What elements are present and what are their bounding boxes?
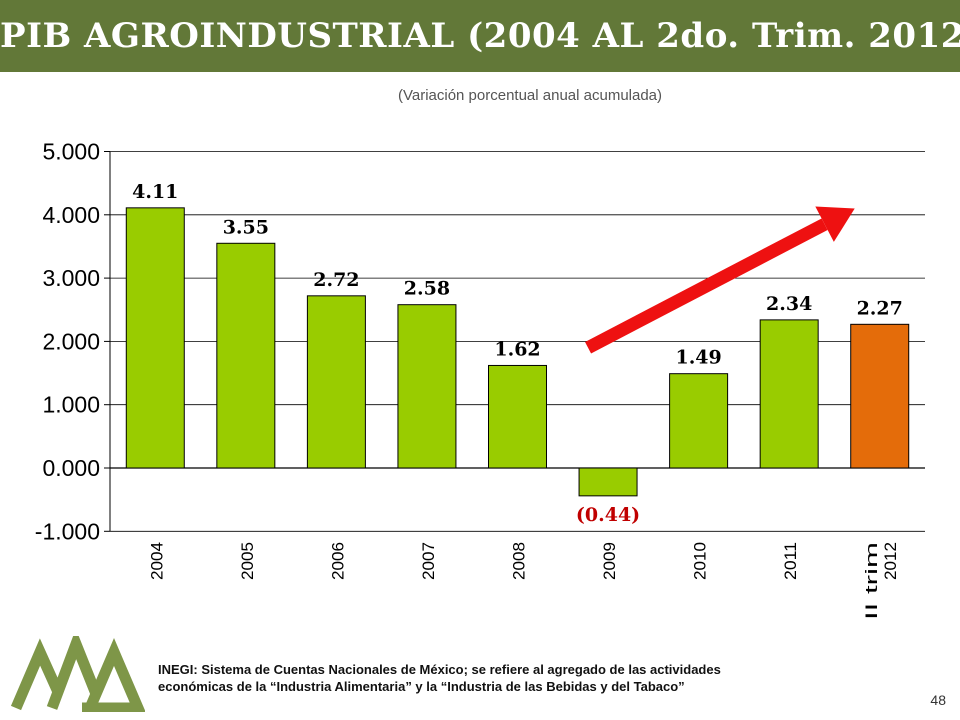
data-label: 2.58 xyxy=(404,278,450,300)
y-tick-label: 0.000 xyxy=(42,455,100,481)
svg-text:2007: 2007 xyxy=(419,542,438,580)
data-label: 4.11 xyxy=(132,181,178,203)
svg-text:2005: 2005 xyxy=(238,542,257,580)
y-tick-label: 4.000 xyxy=(42,202,100,228)
svg-text:2004: 2004 xyxy=(147,542,166,580)
trend-arrow-head-icon xyxy=(815,206,855,242)
x-tick-label: 2008 xyxy=(510,542,529,580)
y-tick-label: 5.000 xyxy=(42,139,100,165)
data-label: 2.27 xyxy=(857,297,903,319)
data-label: (0.44) xyxy=(576,504,640,526)
bar-ii-trim-2012 xyxy=(850,323,910,469)
data-label: 2.34 xyxy=(766,293,812,315)
source-line-1: INEGI: Sistema de Cuentas Nacionales de … xyxy=(158,662,721,677)
source-note: INEGI: Sistema de Cuentas Nacionales de … xyxy=(158,661,878,695)
svg-text:2010: 2010 xyxy=(691,542,710,580)
bar-2007 xyxy=(397,304,457,469)
bar-2008 xyxy=(488,364,547,469)
x-tick-label: 2006 xyxy=(328,542,347,580)
x-tick-label: 2010 xyxy=(691,542,710,580)
x-tick-label: 2011 xyxy=(781,542,800,580)
bar-2010 xyxy=(669,373,729,469)
y-tick-label: 2.000 xyxy=(42,328,100,354)
logo-icon xyxy=(10,636,145,712)
bar-2004 xyxy=(125,207,185,469)
x-tick-label: 2009 xyxy=(600,542,619,580)
bar-2006 xyxy=(306,295,366,469)
x-tick-label: 2004 xyxy=(147,542,166,580)
bar-2005 xyxy=(216,242,276,469)
y-tick-label: -1.000 xyxy=(35,518,100,544)
svg-text:2008: 2008 xyxy=(510,542,529,580)
svg-text:2006: 2006 xyxy=(328,542,347,580)
data-label: 1.49 xyxy=(675,347,721,369)
source-line-2: económicas de la “Industria Alimentaria”… xyxy=(158,679,685,694)
svg-text:II trim: II trim xyxy=(862,542,881,620)
x-tick-label: 2007 xyxy=(419,542,438,580)
y-tick-label: 3.000 xyxy=(42,265,100,291)
svg-text:2011: 2011 xyxy=(781,542,800,580)
svg-text:2009: 2009 xyxy=(600,542,619,580)
svg-text:2012: 2012 xyxy=(881,542,900,580)
chart-subtitle: (Variación porcentual anual acumulada) xyxy=(397,87,663,104)
data-label: 1.62 xyxy=(494,338,540,360)
data-label: 2.72 xyxy=(313,269,359,291)
bar-2009 xyxy=(578,467,638,497)
trend-arrow-shaft xyxy=(585,218,828,354)
y-tick-label: 1.000 xyxy=(42,392,100,418)
page-number: 48 xyxy=(930,692,946,708)
bar-chart: 5.000 4.000 3.000 2.000 1.000 0.000 -1.000 4.1… xyxy=(35,139,925,620)
x-tick-label: 2005 xyxy=(238,542,257,580)
page-title: PIB AGROINDUSTRIAL (2004 AL 2do. Trim. 2… xyxy=(0,16,960,56)
header-bar xyxy=(0,0,960,72)
bar-2011 xyxy=(759,319,819,469)
data-label: 3.55 xyxy=(223,216,269,238)
